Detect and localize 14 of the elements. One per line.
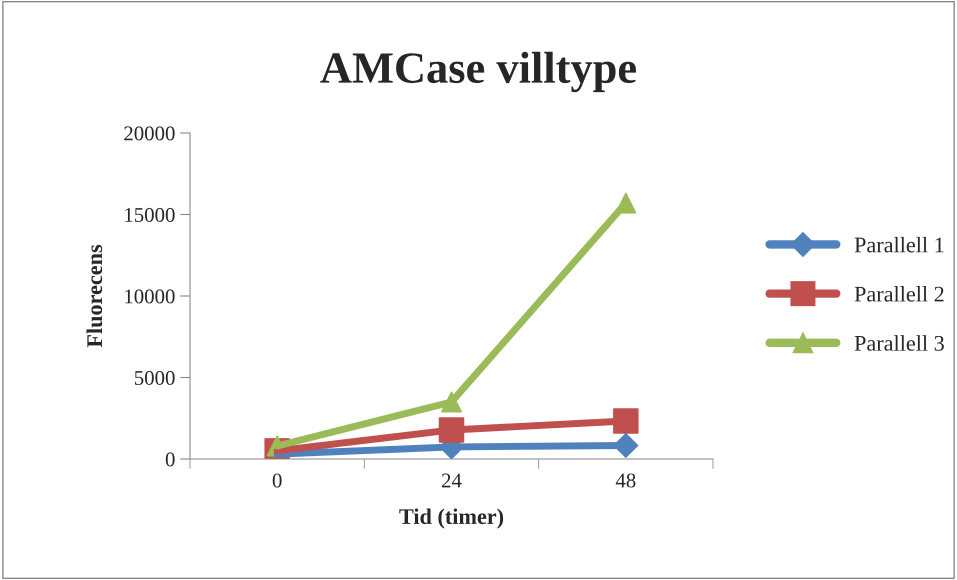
x-tick-label: 48	[616, 473, 636, 488]
y-tick-label: 5000	[134, 370, 175, 385]
x-axis-title: Tid (timer)	[399, 508, 504, 529]
y-axis-title: Fluorecens	[86, 244, 102, 348]
y-tick-label: 10000	[125, 289, 175, 304]
y-tick-label: 15000	[125, 208, 175, 222]
chart-title: AMCase villtype	[320, 52, 636, 92]
legend-label: Parallell 1	[854, 236, 944, 252]
x-tick-label: 24	[442, 474, 462, 488]
y-tick-label: 0	[166, 452, 175, 466]
legend-label: Parallell 2	[854, 286, 944, 302]
x-tick-label: 0	[272, 473, 282, 488]
y-tick-label: 20000	[124, 126, 175, 140]
legend-label: Parallell 3	[854, 335, 944, 351]
